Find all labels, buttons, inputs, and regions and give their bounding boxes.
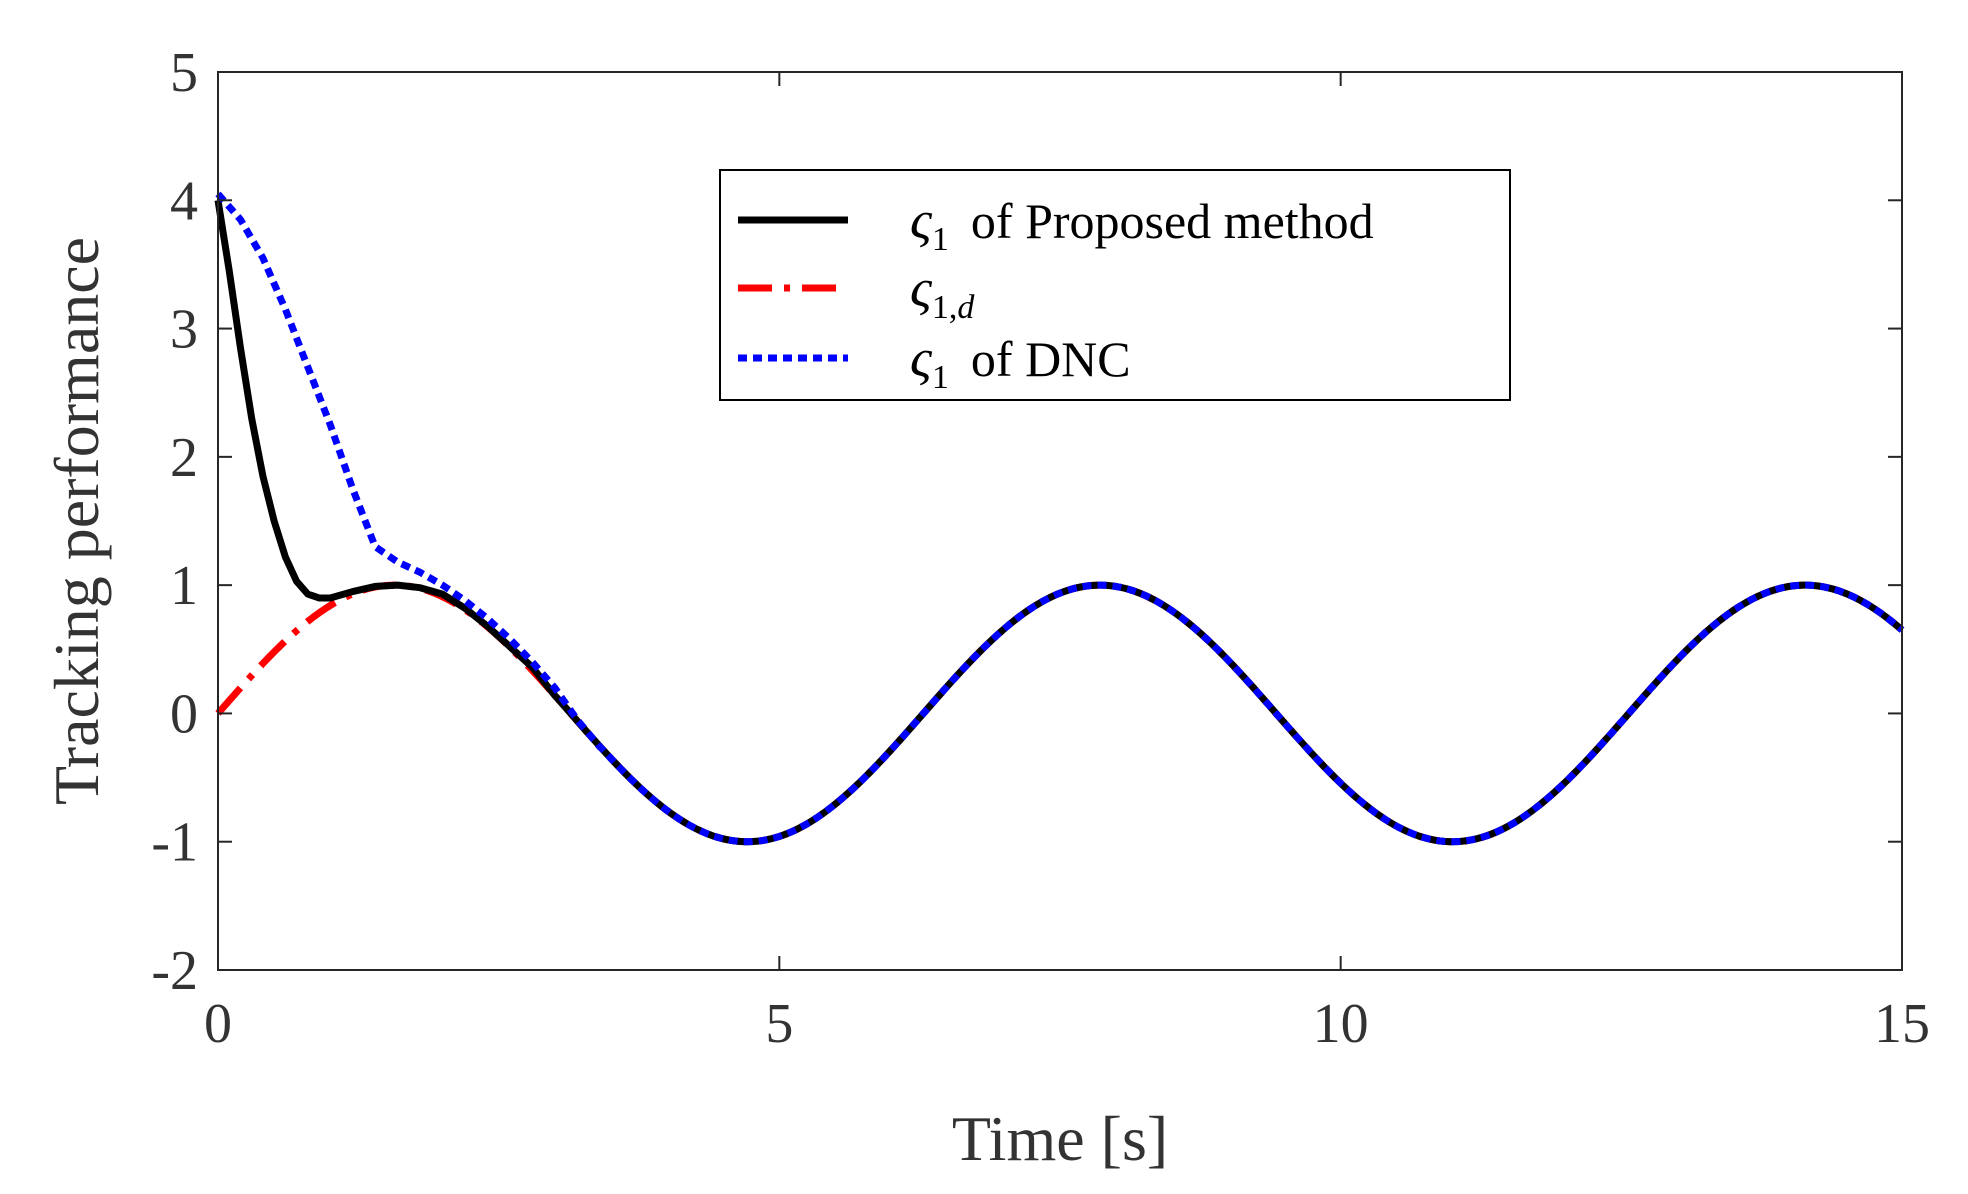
y-tick-label: 1 [170,555,198,617]
x-tick-label: 15 [1874,993,1930,1055]
y-tick-label: 0 [170,683,198,745]
legend-label-2: ς1,d [910,258,975,326]
legend-label-3: ς1 of DNC [910,328,1131,396]
plot-area [214,191,1905,846]
y-tick-label: 5 [170,42,198,104]
legend-label-1: ς1 of Proposed method [910,190,1374,258]
legend-box [719,169,1511,401]
x-tick-label: 10 [1313,993,1369,1055]
y-tick-label: 2 [170,427,198,489]
y-tick-label: -1 [151,812,198,874]
axes: 0 5 10 15 -2 -1 0 1 2 3 4 5 Time [s] Tracking perform… [41,42,1930,1174]
x-tick-label: 5 [765,993,793,1055]
x-axis-title: Time [s] [952,1103,1168,1174]
y-tick-label: -2 [151,940,198,1002]
axes-box [217,71,1903,971]
y-tick-label: 3 [170,299,198,361]
y-tick-label: 4 [170,170,198,232]
y-axis-title: Tracking performance [41,237,112,805]
x-tick-label: 0 [204,993,232,1055]
